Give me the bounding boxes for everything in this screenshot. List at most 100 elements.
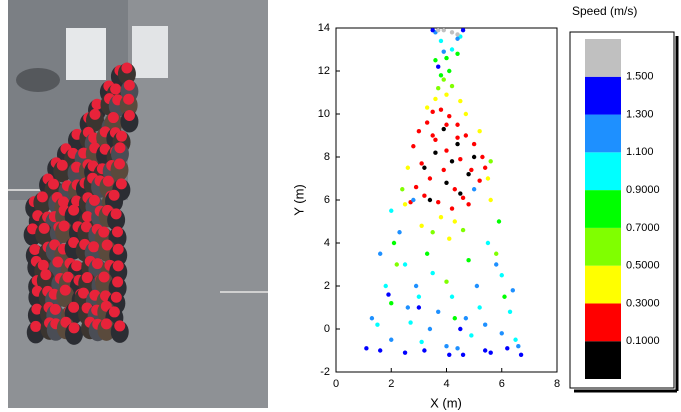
point [511,288,515,292]
figure: X (m) Y (m) Speed (m/s) 02468-2024681012… [0,0,681,412]
point [455,142,459,146]
point [472,142,476,146]
point [489,350,493,354]
point [417,129,421,133]
point [428,198,432,202]
point [505,346,509,350]
point [453,187,457,191]
point [455,32,459,36]
point [450,47,454,51]
point [464,112,468,116]
point [513,338,517,342]
photo-cap [59,221,70,232]
colorbar-segment [585,152,621,190]
colorbar-label: 0.1000 [626,335,660,347]
photo-cap [110,84,121,95]
photo-cap [112,276,123,287]
point [378,252,382,256]
point [502,295,506,299]
photo-cap [57,160,68,171]
point [450,30,454,34]
plot-frame [336,28,557,372]
x-tick-label: 0 [333,378,339,390]
point [433,97,437,101]
point [455,37,459,41]
point [458,157,462,161]
point [430,110,434,114]
point [464,316,468,320]
photo-cap [113,260,124,271]
photo-cap [50,304,61,315]
point [455,346,459,350]
photo-cap [121,62,132,73]
photo-cap [38,260,49,271]
point [461,228,465,232]
point [455,135,459,139]
point [433,151,437,155]
point [406,305,410,309]
photo-cap [112,226,123,237]
point [442,168,446,172]
point [403,202,407,206]
point [464,133,468,137]
point [469,333,473,337]
point [442,77,446,81]
point [475,284,479,288]
y-tick-label: 0 [324,323,330,335]
photo-cap [68,302,79,313]
point [472,187,476,191]
colorbar-segment [585,115,621,153]
y-tick-label: 14 [318,22,330,34]
photo-cap [92,258,103,269]
point [389,301,393,305]
point [375,323,379,327]
photo-cap [108,112,119,123]
photo-cap [82,272,93,283]
point [447,69,451,73]
point [428,327,432,331]
photo-drain [16,68,60,92]
colorbar-title: Speed (m/s) [572,4,637,18]
x-tick-label: 8 [554,378,560,390]
y-tick-label: 4 [324,237,330,249]
point [384,284,388,288]
point [466,258,470,262]
point [455,52,459,56]
point [419,340,423,344]
colorbar-label: 1.300 [626,108,654,120]
point [483,323,487,327]
point [453,316,457,320]
x-axis-label: X (m) [430,395,462,410]
point [442,49,446,53]
point [433,138,437,142]
point [472,155,476,159]
point [406,166,410,170]
point [489,159,493,163]
point [477,305,481,309]
y-tick-label: 8 [324,151,330,163]
y-tick-label: -2 [320,366,330,378]
x-tick-label: 4 [443,378,449,390]
point [450,295,454,299]
point [494,262,498,266]
point [458,191,462,195]
colorbar-label: 1.500 [626,71,654,83]
photo-cap [89,195,100,206]
point [489,198,493,202]
point [444,92,448,96]
point [417,305,421,309]
photo-cap [124,110,135,121]
photo-cap [116,178,127,189]
point [450,206,454,210]
point [439,215,443,219]
point [436,65,440,69]
point [433,58,437,62]
point [453,219,457,223]
point [414,185,418,189]
point [444,280,448,284]
photo-cap [69,322,80,333]
point [430,230,434,234]
point [480,155,484,159]
point [444,56,448,60]
photo-cap [60,285,71,296]
